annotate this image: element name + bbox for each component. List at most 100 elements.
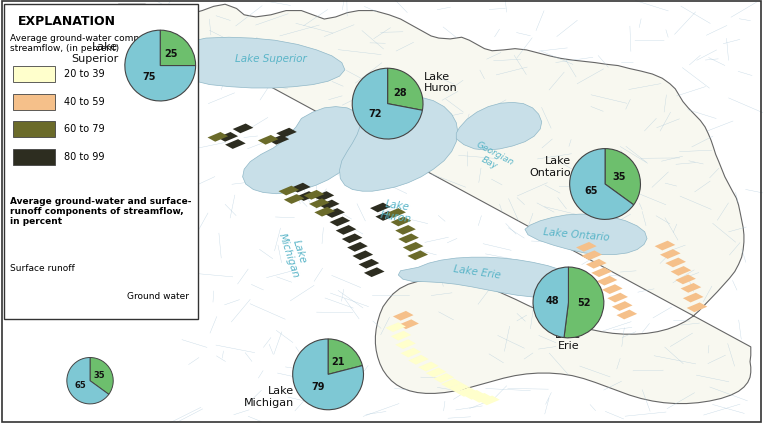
Text: 35: 35 [613, 172, 626, 182]
Text: Lake Erie: Lake Erie [452, 264, 501, 281]
Text: Average ground-water and surface-
runoff components of streamflow,
in percent: Average ground-water and surface- runoff… [10, 197, 192, 226]
Text: 79: 79 [311, 382, 325, 392]
Polygon shape [336, 225, 356, 235]
Text: Lake Ontario: Lake Ontario [542, 227, 610, 243]
Polygon shape [607, 293, 628, 302]
Polygon shape [258, 135, 278, 145]
Polygon shape [118, 4, 751, 404]
Polygon shape [395, 225, 416, 235]
Polygon shape [418, 362, 439, 371]
Text: 40 to 59: 40 to 59 [64, 97, 105, 107]
Polygon shape [391, 217, 411, 226]
Text: Lake
Erie: Lake Erie [555, 330, 581, 352]
Bar [4, 4, 198, 319]
Polygon shape [284, 194, 304, 204]
Polygon shape [342, 233, 362, 243]
Polygon shape [479, 396, 500, 405]
Text: Surface runoff: Surface runoff [10, 264, 75, 273]
Polygon shape [269, 135, 289, 145]
Polygon shape [359, 259, 379, 269]
Wedge shape [328, 339, 362, 374]
Polygon shape [313, 191, 334, 201]
Polygon shape [314, 207, 335, 217]
Text: 60 to 79: 60 to 79 [64, 124, 105, 135]
Polygon shape [134, 184, 154, 194]
Polygon shape [319, 200, 340, 209]
Wedge shape [388, 68, 423, 110]
Text: Lake Superior: Lake Superior [235, 54, 307, 64]
Polygon shape [330, 217, 350, 226]
Wedge shape [533, 267, 568, 338]
Text: 80 to 99: 80 to 99 [64, 152, 105, 162]
Polygon shape [121, 156, 141, 166]
Polygon shape [617, 310, 637, 319]
Polygon shape [296, 191, 317, 201]
Polygon shape [276, 128, 297, 137]
Polygon shape [581, 250, 602, 260]
Polygon shape [602, 284, 623, 294]
Text: Ground water: Ground water [127, 291, 188, 301]
Polygon shape [290, 183, 311, 192]
Polygon shape [164, 37, 345, 88]
Text: 20 to 39: 20 to 39 [64, 69, 105, 80]
Polygon shape [233, 124, 253, 133]
Wedge shape [605, 148, 640, 205]
Polygon shape [340, 96, 458, 191]
Polygon shape [449, 383, 469, 393]
Polygon shape [441, 379, 462, 388]
Polygon shape [426, 368, 446, 377]
Text: 65: 65 [584, 186, 597, 196]
Text: Lake
Superior: Lake Superior [71, 42, 118, 64]
Polygon shape [687, 302, 707, 312]
Text: Average ground-water component of
streamflow, (in percent): Average ground-water component of stream… [10, 34, 177, 53]
Wedge shape [353, 68, 423, 139]
Polygon shape [375, 211, 396, 221]
Text: 35: 35 [94, 371, 105, 380]
Text: EXPLANATION: EXPLANATION [18, 15, 115, 28]
Bar [13, 121, 55, 137]
Polygon shape [385, 322, 406, 332]
Polygon shape [208, 132, 228, 142]
Wedge shape [125, 30, 195, 101]
Polygon shape [683, 293, 703, 302]
Polygon shape [398, 257, 576, 297]
Polygon shape [472, 393, 492, 403]
Text: Lake
Huron: Lake Huron [380, 199, 414, 224]
Polygon shape [128, 176, 149, 185]
Text: 72: 72 [369, 109, 382, 119]
Polygon shape [407, 250, 428, 260]
Polygon shape [655, 241, 675, 250]
Polygon shape [370, 203, 391, 212]
Text: Lake
Michigan: Lake Michigan [243, 386, 294, 408]
Text: 25: 25 [165, 49, 179, 59]
Polygon shape [278, 186, 299, 195]
Polygon shape [217, 132, 238, 142]
Text: 75: 75 [142, 72, 156, 82]
Polygon shape [456, 102, 542, 150]
Polygon shape [309, 198, 330, 208]
Polygon shape [586, 259, 607, 269]
Bar [13, 94, 55, 110]
Polygon shape [660, 249, 681, 259]
Wedge shape [90, 357, 113, 394]
Polygon shape [433, 373, 454, 383]
Polygon shape [681, 283, 701, 293]
Polygon shape [597, 276, 617, 286]
Polygon shape [401, 348, 421, 357]
Polygon shape [671, 266, 691, 276]
Text: Lake
Michigan: Lake Michigan [276, 228, 311, 279]
Polygon shape [385, 208, 406, 218]
Polygon shape [665, 258, 686, 267]
Polygon shape [612, 301, 633, 311]
Polygon shape [391, 331, 411, 341]
Polygon shape [364, 267, 385, 277]
Text: 52: 52 [578, 299, 591, 308]
Polygon shape [464, 390, 485, 400]
Bar [13, 149, 55, 165]
Polygon shape [304, 190, 324, 200]
Text: Georgian
Bay: Georgian Bay [469, 140, 515, 177]
Wedge shape [570, 148, 634, 220]
Polygon shape [324, 208, 345, 218]
Text: 48: 48 [546, 297, 559, 306]
Wedge shape [67, 357, 109, 404]
